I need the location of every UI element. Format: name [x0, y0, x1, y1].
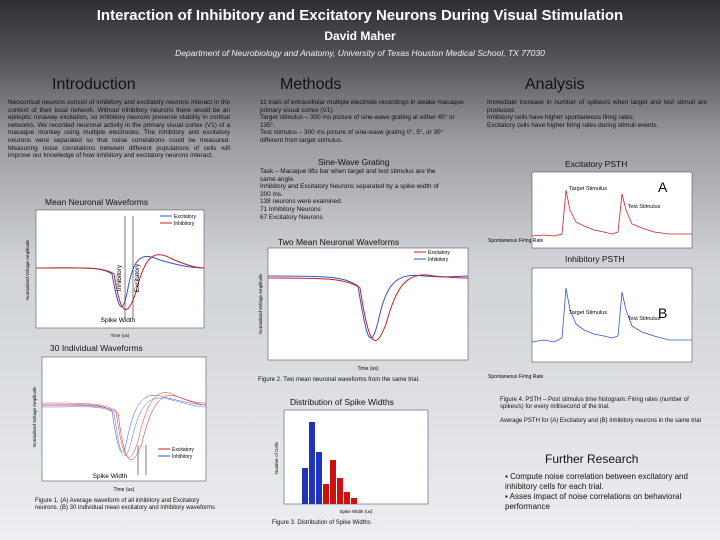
inhibitory-bars [302, 422, 322, 504]
y-axis-label: Normalized Voltage Amplitude [25, 239, 30, 300]
inhibitory-curve [41, 397, 207, 457]
plot-area [531, 171, 693, 249]
figure-title: 30 Individual Waveforms [50, 343, 143, 353]
section-heading: Analysis [525, 76, 585, 93]
y-axis-label: Normalized Voltage Amplitude [258, 273, 263, 334]
paragraph: Task – Macaque lifts bar when target and… [260, 168, 445, 221]
annotation: Spontaneous Firing Rate [488, 238, 544, 244]
list-item: 138 neurons were examined. [260, 198, 343, 206]
caption: Figure 3. Distribution of Spike Widths [272, 520, 371, 526]
section-heading: Further Research [545, 452, 639, 466]
annotation: Test Stimulus [628, 316, 661, 322]
list-text: Asses impact of noise correlations on be… [505, 492, 682, 511]
plot-area [267, 247, 469, 361]
figure-title: Excitatory PSTH [565, 159, 628, 169]
list-item: 11 trials of extracellular multiple elec… [260, 99, 464, 114]
x-axis-label: Time (us) [111, 333, 130, 338]
waveform-plot: Excitatory Inhibitory Normalized Voltage… [258, 247, 469, 372]
list-text: Compute noise correlation between excita… [505, 472, 688, 491]
bar [316, 452, 322, 504]
figure-title: Mean Neuronal Waveforms [45, 197, 149, 207]
waveform-plot: Excitatory Inhibitory Spike Width Normal… [32, 356, 207, 493]
paragraph: ▪ Compute noise correlation between exci… [505, 472, 710, 512]
list-item: ▪ Asses impact of noise correlations on … [505, 492, 682, 511]
psth-curve [531, 189, 692, 237]
legend-label: Excitatory [172, 447, 194, 453]
plot-area [35, 209, 205, 329]
y-axis-label: Normalized Voltage Amplitude [32, 386, 37, 447]
author: David Maher [324, 29, 396, 43]
bar [344, 492, 350, 504]
psth-curve [531, 287, 692, 343]
annotation: Excitatory [134, 263, 141, 292]
list-item: ▪ Compute noise correlation between exci… [505, 472, 688, 491]
annotation: Test Stimulus [628, 204, 661, 210]
panel-letter: B [658, 305, 667, 321]
paragraph: 11 trials of extracellular multiple elec… [260, 99, 465, 145]
histogram-plot: Number of Cells Spike Width (us) [274, 409, 429, 514]
waveform-plot: Excitatory Inhibitory Inhibitory Excitat… [25, 209, 205, 338]
legend-label: Excitatory [428, 250, 450, 256]
bar [323, 484, 329, 504]
legend-label: Inhibitory [174, 221, 195, 227]
caption: Figure 2. Two mean neuronal waveforms fr… [258, 377, 420, 383]
caption: Average PSTH for (A) Excitatory and (B) … [500, 418, 701, 424]
excitatory-curve [41, 395, 207, 460]
list-item: Target stimulus – 300 ms picture of sine… [260, 114, 455, 129]
list-item: 67 Excitatory Neurons [260, 213, 323, 221]
legend-label: Inhibitory [172, 454, 193, 460]
list-item: Immediate increase in number of spikes/s… [487, 99, 707, 114]
psth-plot: Target Stimulus Test Stimulus B Spontane… [488, 267, 693, 380]
x-axis-label: Spike Width (us) [339, 509, 373, 514]
legend-label: Inhibitory [428, 257, 449, 263]
bar [309, 422, 315, 504]
x-axis-label: Time (us) [358, 366, 379, 372]
plot-area [41, 356, 207, 482]
bar [330, 460, 336, 504]
figure-title: Two Mean Neuronal Waveforms [278, 237, 400, 247]
y-axis-label: Number of Cells [274, 441, 279, 474]
figure-title: Sine-Wave Grating [318, 157, 390, 167]
panel-letter: A [658, 179, 668, 195]
caption: Figure 1. (A) Average waveform of all in… [35, 498, 216, 511]
figure-title: Distribution of Spike Widths [290, 397, 394, 407]
list-item: Test stimulus – 300 ms picture of sine-w… [260, 129, 444, 144]
section-heading: Methods [280, 76, 342, 93]
annotation: Target Stimulus [569, 186, 607, 192]
list-item: 71 Inhibitory Neurons [260, 205, 321, 213]
excitatory-curve [35, 254, 205, 311]
annotation: Spike Width [93, 473, 128, 480]
list-item: Excitatory cells have higher firing rate… [487, 121, 659, 129]
excitatory-curve [267, 274, 469, 341]
paragraph: Neocortical neurons consist of inhibitor… [8, 99, 230, 160]
list-item: Task – Macaque lifts bar when target and… [260, 168, 436, 183]
inhibitory-curve [41, 394, 207, 453]
plot-area [531, 267, 693, 363]
psth-plot: Target Stimulus Test Stimulus A Spontane… [488, 171, 693, 249]
bar [302, 468, 308, 504]
legend-label: Excitatory [174, 214, 196, 220]
annotation: Inhibitory [116, 264, 123, 291]
x-axis-label: Time (us) [114, 487, 135, 493]
inhibitory-curve [267, 274, 469, 339]
annotation: Spontaneous Firing Rate [488, 374, 544, 380]
annotation: Spike Width [101, 317, 136, 324]
caption: Figure 4. PSTH – Post stimulus time hist… [500, 397, 689, 410]
paragraph: Immediate increase in number of spikes/s… [487, 99, 707, 129]
excitatory-curve [41, 392, 207, 458]
annotation: Target Stimulus [569, 310, 607, 316]
bar [351, 498, 357, 504]
excitatory-bars [323, 460, 357, 504]
section-heading: Introduction [52, 76, 136, 93]
bar [337, 478, 343, 504]
figure-title: Inhibitory PSTH [565, 254, 625, 264]
affiliation: Department of Neurobiology and Anatomy, … [175, 48, 545, 58]
list-item: Inhibitory cells have higher spontaneous… [487, 114, 635, 122]
title: Interaction of Inhibitory and Excitatory… [96, 7, 624, 24]
list-item: Inhibitory and Excitatory Neurons separa… [260, 183, 439, 198]
